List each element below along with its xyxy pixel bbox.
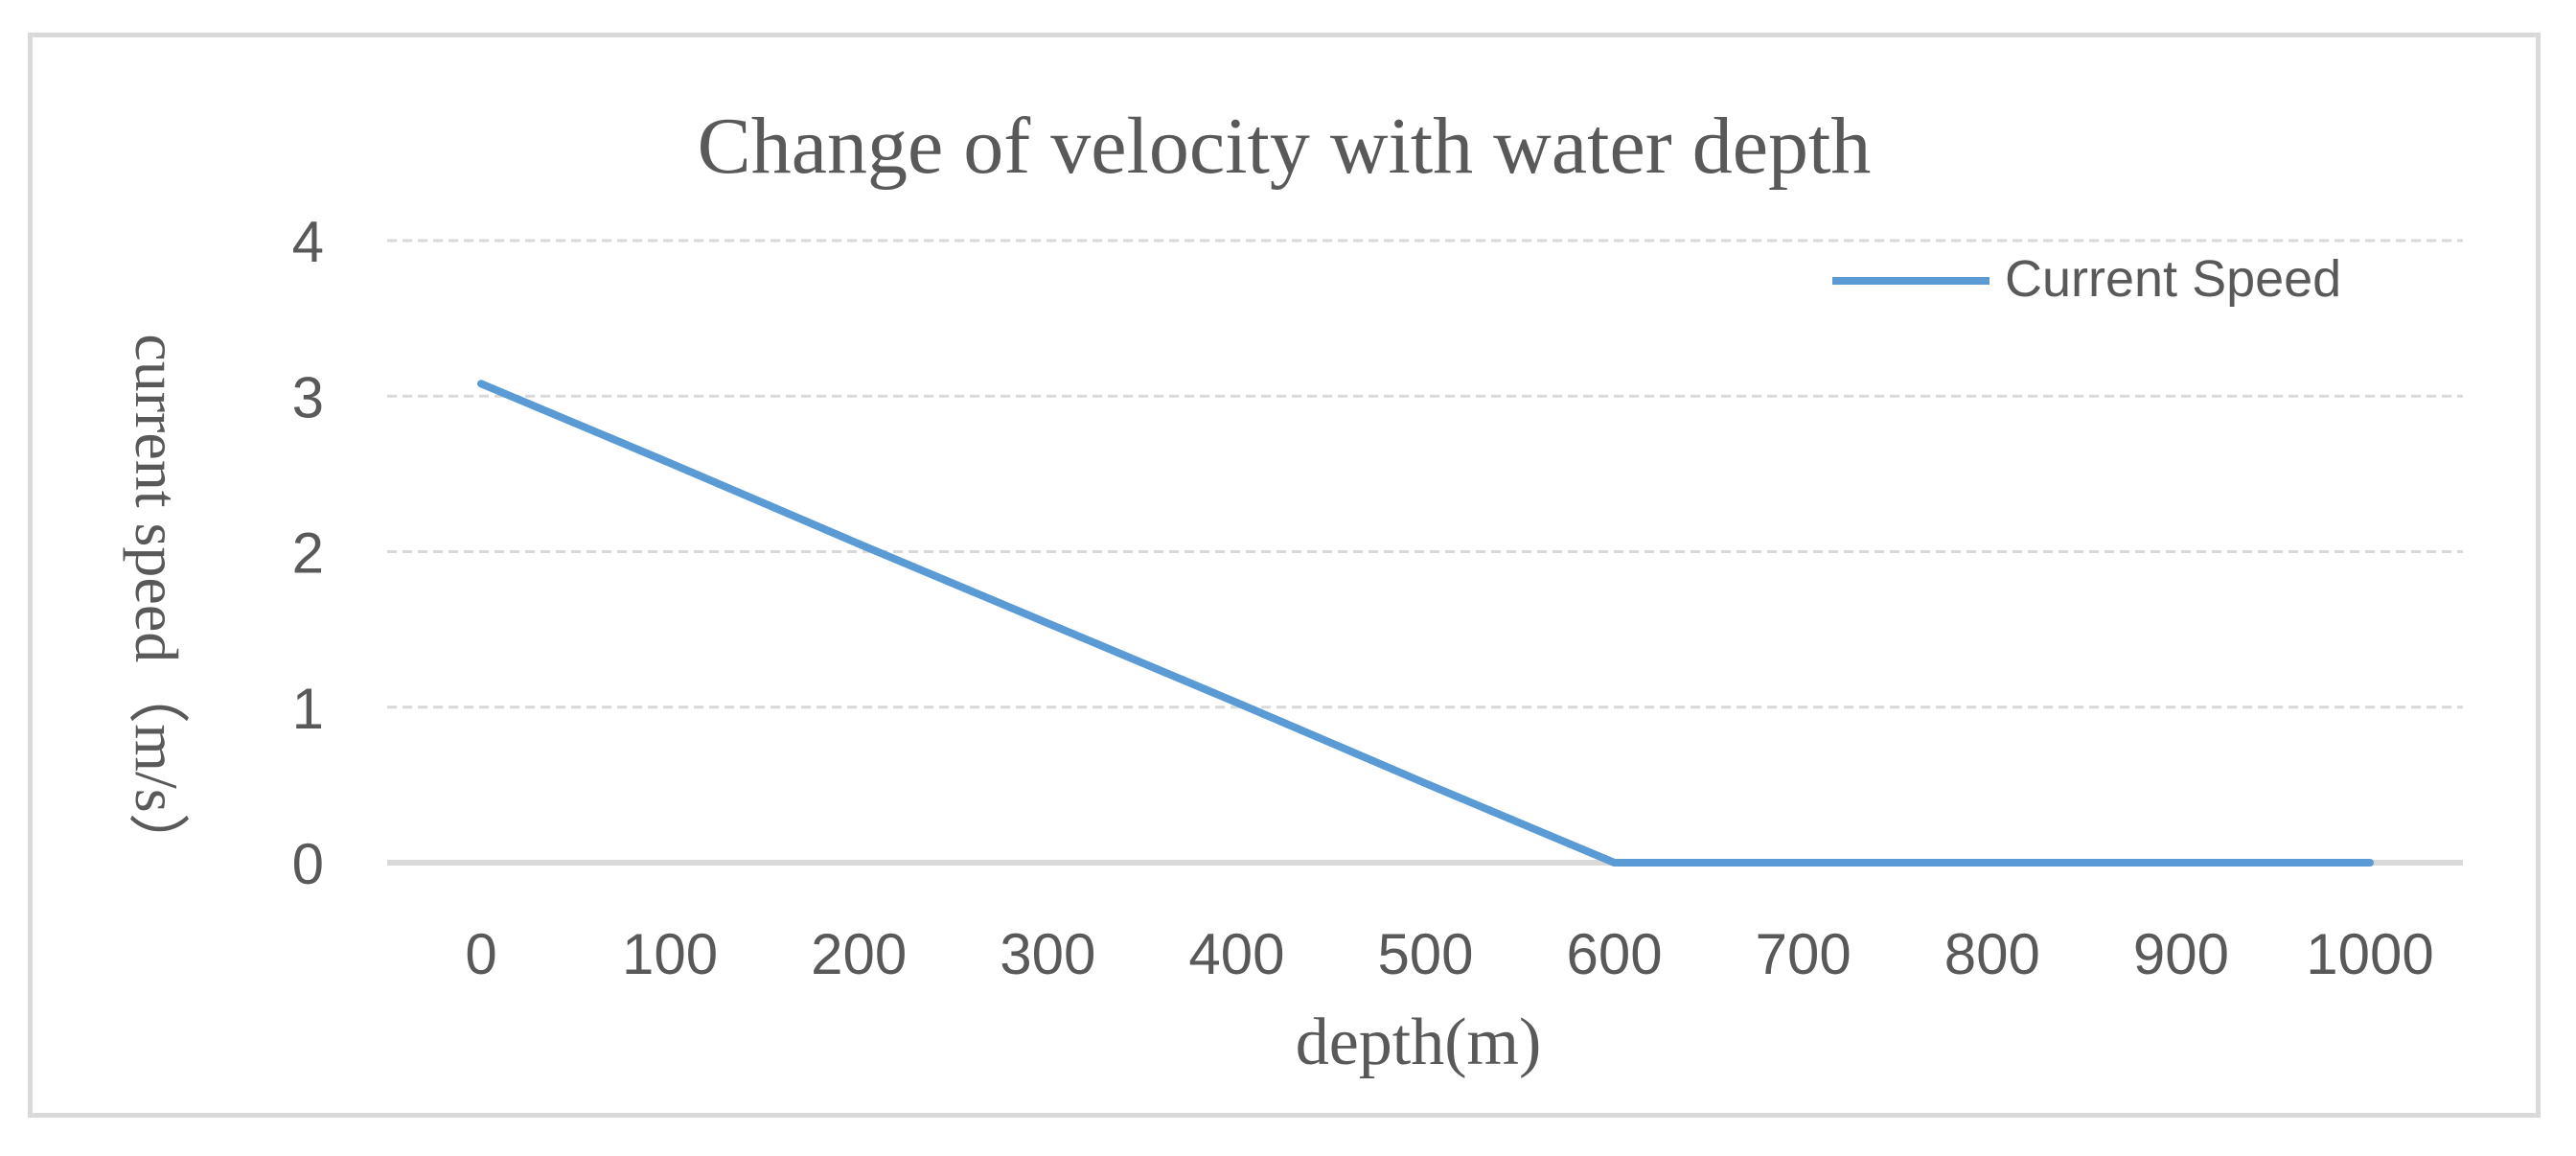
y-axis-label: current speed（m/s） xyxy=(123,334,191,873)
data-point-current-speed-300 xyxy=(1046,622,1048,624)
x-tick-label-300: 300 xyxy=(1000,922,1095,986)
x-tick-labels: 0 100 200 300 400 500 600 700 800 900 1000 xyxy=(465,922,2433,986)
x-tick-label-0: 0 xyxy=(465,922,496,986)
x-tick-label-600: 600 xyxy=(1567,922,1663,986)
x-tick-label-900: 900 xyxy=(2133,922,2229,986)
series-layer xyxy=(477,380,2374,867)
x-tick-label-700: 700 xyxy=(1756,922,1852,986)
x-tick-label-1000: 1000 xyxy=(2306,922,2433,986)
data-point-current-speed-900 xyxy=(2180,862,2182,864)
data-point-current-speed-500 xyxy=(1425,782,1426,784)
data-point-current-speed-800 xyxy=(1991,862,1993,864)
x-tick-label-200: 200 xyxy=(811,922,907,986)
y-tick-label-0: 0 xyxy=(292,832,324,896)
x-tick-label-400: 400 xyxy=(1188,922,1284,986)
data-point-current-speed-100 xyxy=(669,462,671,464)
gridlines xyxy=(387,239,2463,866)
y-tick-label-2: 2 xyxy=(292,521,324,586)
y-tick-label-1: 1 xyxy=(292,677,324,741)
y-tick-labels: 0 1 2 3 4 xyxy=(292,210,324,896)
data-point-current-speed-0 xyxy=(480,382,482,384)
legend: Current Speed xyxy=(1832,250,2341,308)
data-point-current-speed-600 xyxy=(1614,862,1616,864)
x-axis-label: depth(m) xyxy=(1296,1006,1542,1079)
chart-title: Change of velocity with water depth xyxy=(698,102,1872,191)
x-tick-label-500: 500 xyxy=(1377,922,1473,986)
series-line-current-speed xyxy=(477,380,2374,867)
legend-label-current-speed: Current Speed xyxy=(2005,250,2341,308)
data-point-current-speed-200 xyxy=(858,543,860,544)
y-tick-label-4: 4 xyxy=(292,210,324,274)
x-tick-label-800: 800 xyxy=(1944,922,2040,986)
data-point-current-speed-400 xyxy=(1235,702,1237,704)
data-point-current-speed-700 xyxy=(1803,862,1805,864)
x-tick-label-100: 100 xyxy=(622,922,718,986)
y-tick-label-3: 3 xyxy=(292,365,324,429)
data-point-current-speed-1000 xyxy=(2369,862,2371,864)
chart-frame xyxy=(28,33,2541,1118)
